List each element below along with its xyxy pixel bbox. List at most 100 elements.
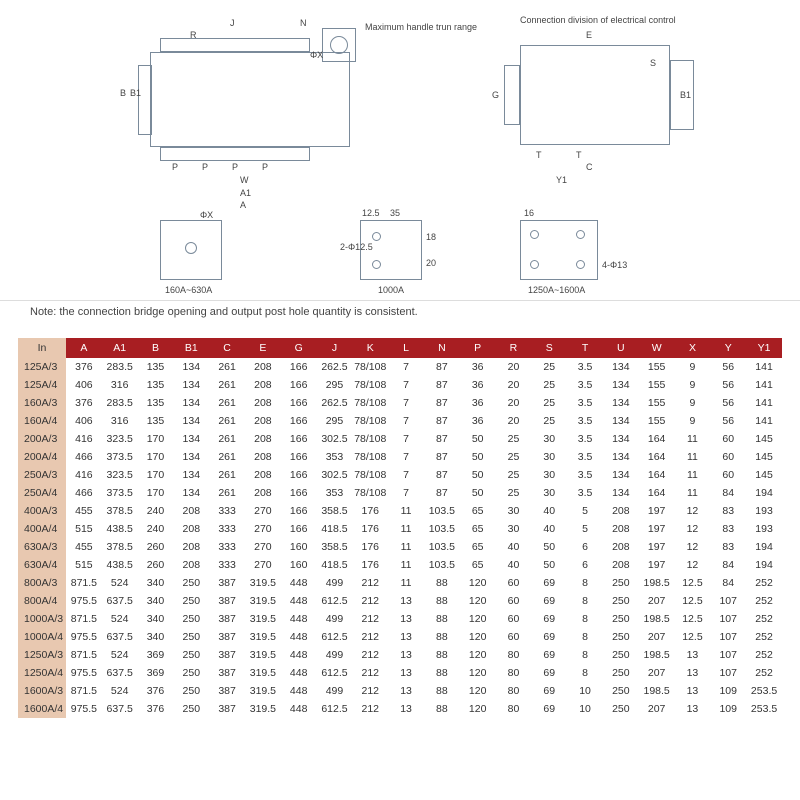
cell: 50 <box>460 448 496 466</box>
cell: 65 <box>460 502 496 520</box>
cell: 418.5 <box>317 556 353 574</box>
row-label: 200A/4 <box>18 448 66 466</box>
cell: 7 <box>388 430 424 448</box>
cell: 50 <box>460 466 496 484</box>
cell: 69 <box>531 646 567 664</box>
cell: 212 <box>352 574 388 592</box>
cell: 250 <box>173 574 209 592</box>
cell: 261 <box>209 358 245 376</box>
cell: 369 <box>138 664 174 682</box>
cell: 194 <box>746 538 782 556</box>
cell: 194 <box>746 556 782 574</box>
cell: 376 <box>66 358 102 376</box>
col-header: J <box>317 338 353 358</box>
col-header: N <box>424 338 460 358</box>
cell: 3.5 <box>567 412 603 430</box>
cell: 160 <box>281 538 317 556</box>
cell: 871.5 <box>66 682 102 700</box>
cell: 208 <box>173 502 209 520</box>
cell: 176 <box>352 538 388 556</box>
cell: 87 <box>424 448 460 466</box>
cell: 13 <box>388 664 424 682</box>
cell: 524 <box>102 682 138 700</box>
cell: 250 <box>173 646 209 664</box>
cell: 261 <box>209 484 245 502</box>
cell: 134 <box>173 448 209 466</box>
cell: 262.5 <box>317 394 353 412</box>
cell: 166 <box>281 358 317 376</box>
cell: 134 <box>173 412 209 430</box>
col-header: X <box>675 338 711 358</box>
cell: 3.5 <box>567 484 603 502</box>
cell: 120 <box>460 628 496 646</box>
cell: 11 <box>675 466 711 484</box>
cell: 83 <box>710 502 746 520</box>
cell: 69 <box>531 610 567 628</box>
cell: 69 <box>531 682 567 700</box>
cell: 30 <box>496 502 532 520</box>
cell: 170 <box>138 448 174 466</box>
cell: 120 <box>460 700 496 718</box>
cell: 637.5 <box>102 664 138 682</box>
cell: 166 <box>281 376 317 394</box>
cell: 107 <box>710 664 746 682</box>
cell: 499 <box>317 682 353 700</box>
cell: 78/108 <box>352 376 388 394</box>
cell: 30 <box>531 466 567 484</box>
cell: 50 <box>531 538 567 556</box>
cell: 25 <box>531 376 567 394</box>
cell: 134 <box>173 466 209 484</box>
cell: 524 <box>102 574 138 592</box>
cell: 376 <box>138 700 174 718</box>
cell: 208 <box>245 466 281 484</box>
table-row: 630A/3455378.5260208333270160358.5176111… <box>18 538 782 556</box>
cell: 212 <box>352 628 388 646</box>
cell: 134 <box>173 376 209 394</box>
cell: 107 <box>710 628 746 646</box>
cell: 9 <box>675 394 711 412</box>
cell: 87 <box>424 394 460 412</box>
cell: 448 <box>281 574 317 592</box>
cell: 208 <box>245 430 281 448</box>
cell: 135 <box>138 412 174 430</box>
cell: 56 <box>710 412 746 430</box>
cell: 109 <box>710 682 746 700</box>
row-label: 1250A/3 <box>18 646 66 664</box>
cell: 134 <box>603 376 639 394</box>
cell: 270 <box>245 520 281 538</box>
cell: 261 <box>209 466 245 484</box>
cell: 12 <box>675 538 711 556</box>
cell: 3.5 <box>567 430 603 448</box>
cell: 56 <box>710 358 746 376</box>
col-header: Y <box>710 338 746 358</box>
cell: 25 <box>496 430 532 448</box>
cell: 69 <box>531 664 567 682</box>
cell: 208 <box>245 394 281 412</box>
cell: 387 <box>209 700 245 718</box>
cell: 208 <box>173 520 209 538</box>
cell: 166 <box>281 412 317 430</box>
cell: 87 <box>424 412 460 430</box>
cell: 69 <box>531 700 567 718</box>
cell: 7 <box>388 448 424 466</box>
col-header: E <box>245 338 281 358</box>
cell: 50 <box>531 556 567 574</box>
cell: 13 <box>675 646 711 664</box>
cell: 250 <box>603 610 639 628</box>
cell: 283.5 <box>102 394 138 412</box>
cell: 135 <box>138 394 174 412</box>
cell: 78/108 <box>352 466 388 484</box>
cell: 198.5 <box>639 646 675 664</box>
cell: 134 <box>173 358 209 376</box>
cell: 612.5 <box>317 700 353 718</box>
cell: 6 <box>567 556 603 574</box>
col-header: U <box>603 338 639 358</box>
table-row: 1000A/3871.5524340250387319.544849921213… <box>18 610 782 628</box>
cell: 145 <box>746 466 782 484</box>
dimension-table: InAA1BB1CEGJKLNPRSTUWXYY1 125A/3376283.5… <box>18 338 782 718</box>
table-row: 160A/440631613513426120816629578/1087873… <box>18 412 782 430</box>
cell: 466 <box>66 484 102 502</box>
cell: 60 <box>710 430 746 448</box>
cell: 36 <box>460 412 496 430</box>
cell: 319.5 <box>245 700 281 718</box>
